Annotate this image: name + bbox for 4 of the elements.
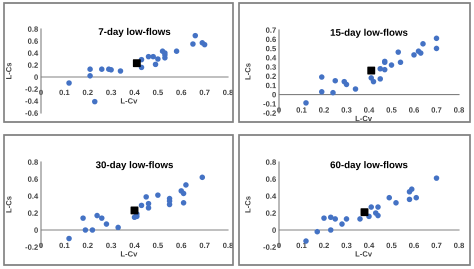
chart-title: 15-day low-flows xyxy=(330,28,408,38)
chart-title: 60-day low-flows xyxy=(330,161,408,170)
chart-title: 7-day low-flows xyxy=(98,28,170,37)
chart-title: 30-day low-flows xyxy=(96,161,173,170)
